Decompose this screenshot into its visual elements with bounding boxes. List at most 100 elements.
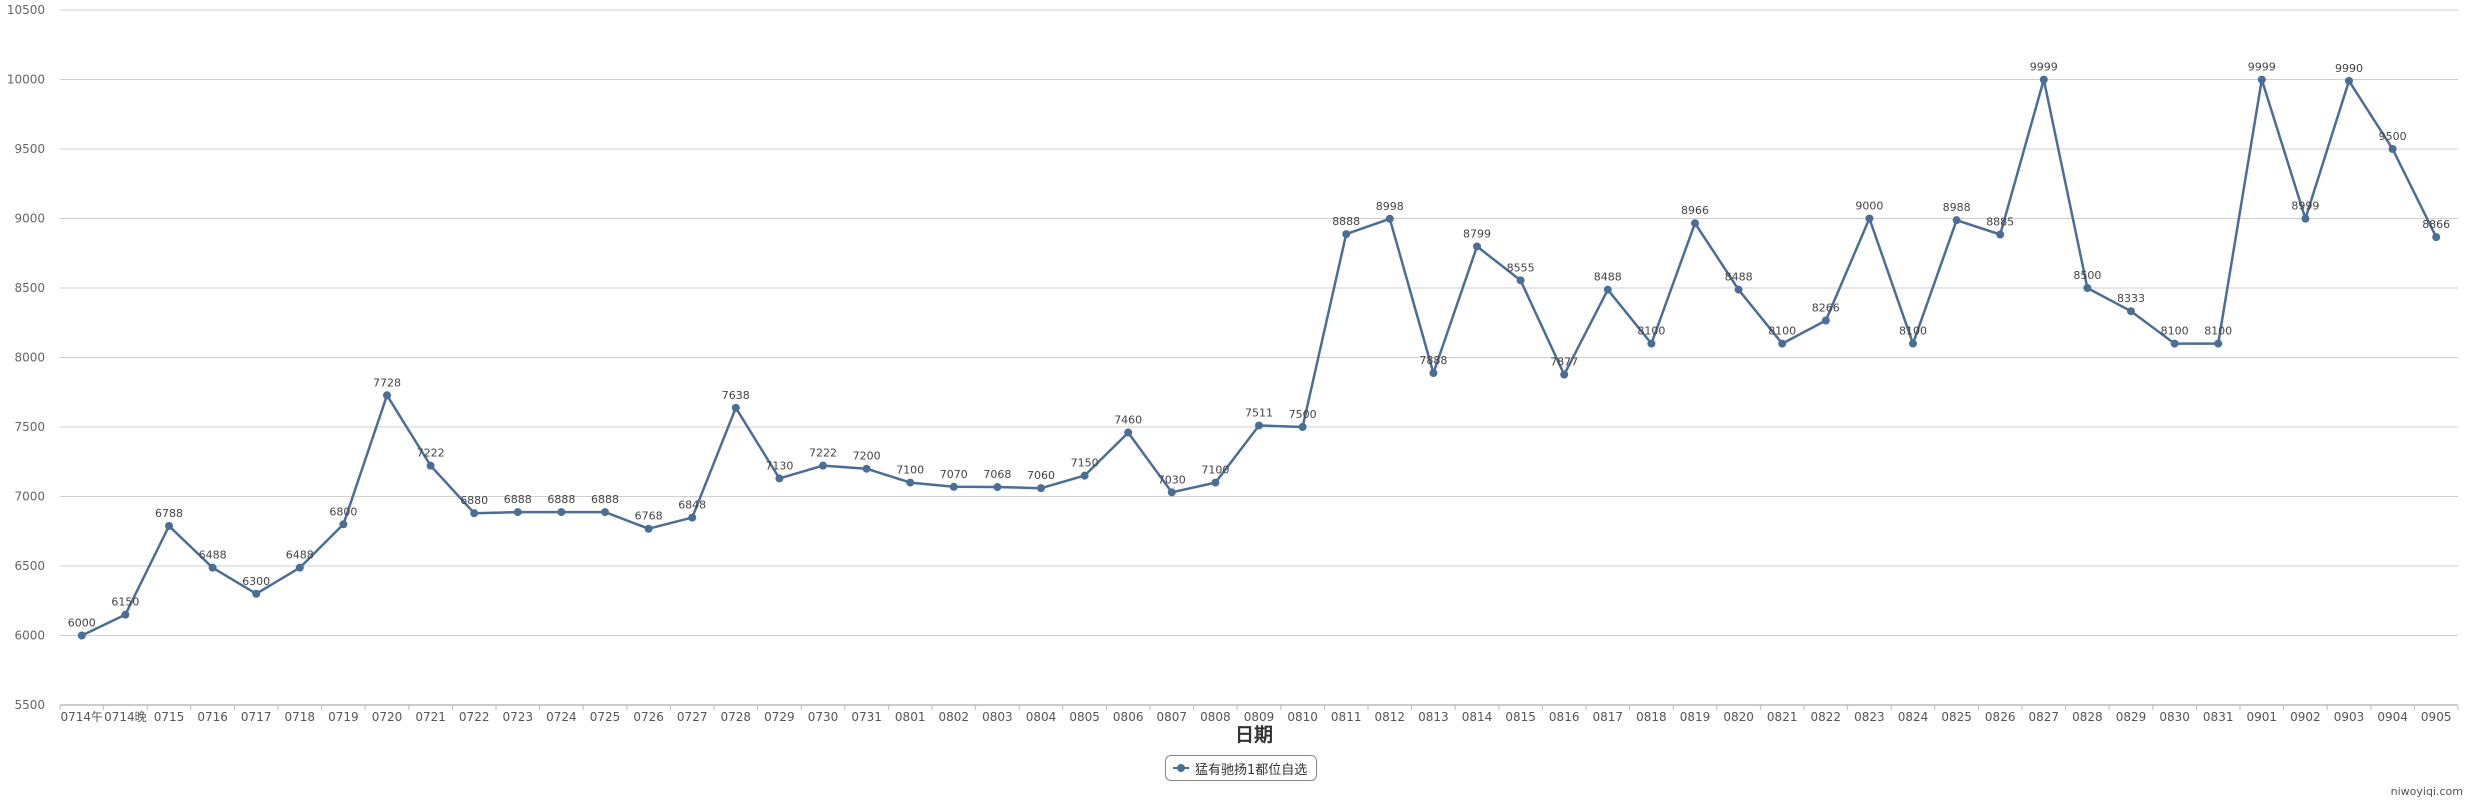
y-tick-label: 9500: [14, 142, 45, 156]
data-label: 7130: [765, 459, 793, 472]
data-point[interactable]: [1211, 478, 1220, 487]
data-point[interactable]: [2214, 339, 2223, 348]
y-tick-label: 8500: [14, 281, 45, 295]
data-label: 8555: [1507, 261, 1535, 274]
data-point[interactable]: [1647, 339, 1656, 348]
data-label: 6888: [591, 493, 619, 506]
data-point[interactable]: [731, 403, 740, 412]
data-point[interactable]: [2257, 75, 2266, 84]
data-point[interactable]: [906, 478, 915, 487]
data-point[interactable]: [252, 589, 261, 598]
data-point[interactable]: [1255, 421, 1263, 430]
data-point[interactable]: [426, 461, 435, 470]
y-tick-label: 7000: [14, 490, 45, 504]
data-label: 6800: [329, 505, 357, 518]
data-point[interactable]: [208, 563, 217, 572]
data-point[interactable]: [1865, 214, 1874, 223]
data-label: 6888: [504, 493, 532, 506]
data-point[interactable]: [688, 513, 697, 522]
y-tick-label: 6500: [14, 559, 45, 573]
x-tick-label: 0817: [1593, 710, 1624, 724]
x-tick-label: 0717: [241, 710, 272, 724]
data-point[interactable]: [2345, 76, 2353, 85]
x-tick-label: 0720: [372, 710, 403, 724]
x-tick-label: 0809: [1244, 710, 1275, 724]
data-label: 8100: [1637, 325, 1665, 338]
data-point[interactable]: [2127, 307, 2135, 316]
data-point[interactable]: [1385, 214, 1394, 223]
data-point[interactable]: [1821, 316, 1830, 325]
data-point[interactable]: [1734, 285, 1743, 294]
data-label: 8100: [1768, 325, 1796, 338]
x-tick-label: 0803: [982, 710, 1013, 724]
data-label: 7060: [1027, 469, 1055, 482]
data-point[interactable]: [1080, 471, 1089, 480]
data-point[interactable]: [513, 508, 522, 517]
data-point[interactable]: [644, 524, 653, 533]
x-axis-title: 日期: [1235, 724, 1273, 746]
data-label: 9500: [2379, 130, 2407, 143]
data-point[interactable]: [2432, 233, 2441, 242]
data-point[interactable]: [1473, 242, 1481, 251]
data-point[interactable]: [1342, 230, 1351, 239]
data-point[interactable]: [295, 563, 304, 572]
data-point[interactable]: [1516, 276, 1525, 285]
data-point[interactable]: [2388, 145, 2397, 153]
data-point[interactable]: [1298, 423, 1307, 431]
data-point[interactable]: [383, 391, 391, 400]
x-tick-label: 0812: [1375, 710, 1406, 724]
data-label: 9999: [2030, 61, 2058, 74]
data-label: 7638: [722, 389, 750, 402]
data-label: 7068: [983, 468, 1011, 481]
x-tick-label: 0822: [1811, 710, 1842, 724]
data-label: 7500: [1289, 408, 1317, 421]
data-point[interactable]: [819, 461, 827, 470]
data-point[interactable]: [165, 521, 173, 530]
data-label: 7511: [1245, 406, 1273, 419]
data-label: 8488: [1725, 271, 1753, 284]
data-point[interactable]: [1952, 216, 1961, 225]
x-tick-label: 0721: [415, 710, 446, 724]
data-label: 7150: [1071, 457, 1099, 470]
y-tick-label: 10500: [7, 3, 45, 17]
x-tick-label: 0718: [285, 710, 316, 724]
x-tick-label: 0804: [1026, 710, 1057, 724]
data-label: 8500: [2073, 269, 2101, 282]
data-label: 9990: [2335, 62, 2363, 75]
data-point[interactable]: [121, 610, 130, 619]
data-point[interactable]: [1691, 219, 1699, 228]
data-label: 7222: [417, 447, 445, 460]
legend-swatch: [1173, 762, 1189, 774]
data-point[interactable]: [2170, 339, 2179, 348]
x-tick-label: 0905: [2421, 710, 2452, 724]
data-point[interactable]: [557, 508, 566, 517]
data-point[interactable]: [862, 464, 871, 473]
data-label: 8100: [2161, 325, 2189, 338]
data-point[interactable]: [1037, 484, 1045, 493]
data-point[interactable]: [949, 482, 958, 491]
data-point[interactable]: [1603, 285, 1612, 294]
x-tick-label: 0821: [1767, 710, 1798, 724]
data-point[interactable]: [601, 508, 609, 517]
data-point[interactable]: [1560, 370, 1569, 379]
data-point[interactable]: [77, 631, 86, 640]
data-point[interactable]: [470, 509, 479, 518]
data-point[interactable]: [1778, 339, 1787, 348]
data-point[interactable]: [2039, 75, 2048, 84]
data-point[interactable]: [1996, 230, 2005, 239]
data-label: 6848: [678, 499, 706, 512]
data-point[interactable]: [993, 483, 1002, 492]
data-point[interactable]: [1909, 339, 1917, 348]
x-tick-label: 0828: [2072, 710, 2103, 724]
legend[interactable]: 猛有驰扬1都位自选: [1165, 755, 1318, 781]
data-point[interactable]: [2301, 214, 2310, 223]
data-point[interactable]: [1124, 428, 1133, 437]
x-tick-label: 0827: [2029, 710, 2060, 724]
data-label: 6150: [111, 596, 139, 609]
data-point[interactable]: [775, 474, 784, 483]
data-point[interactable]: [339, 520, 348, 529]
data-point[interactable]: [1167, 488, 1176, 497]
data-point[interactable]: [2083, 284, 2092, 292]
data-point[interactable]: [1429, 369, 1438, 378]
